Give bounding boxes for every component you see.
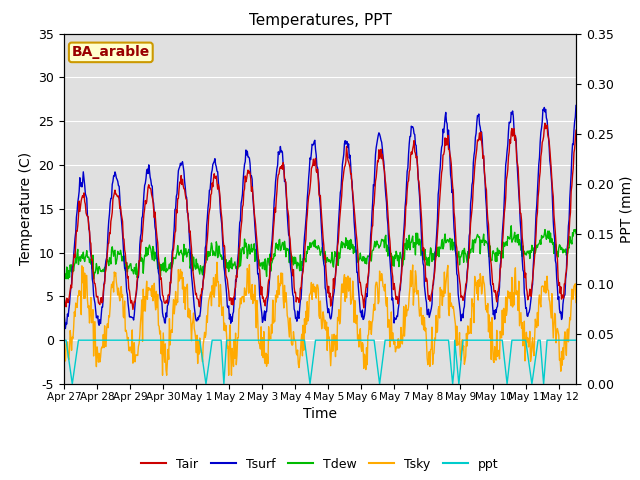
Legend: Tair, Tsurf, Tdew, Tsky, ppt: Tair, Tsurf, Tdew, Tsky, ppt (136, 453, 504, 476)
X-axis label: Time: Time (303, 407, 337, 421)
Text: BA_arable: BA_arable (72, 46, 150, 60)
Title: Temperatures, PPT: Temperatures, PPT (248, 13, 392, 28)
Y-axis label: Temperature (C): Temperature (C) (19, 152, 33, 265)
Y-axis label: PPT (mm): PPT (mm) (620, 175, 633, 242)
